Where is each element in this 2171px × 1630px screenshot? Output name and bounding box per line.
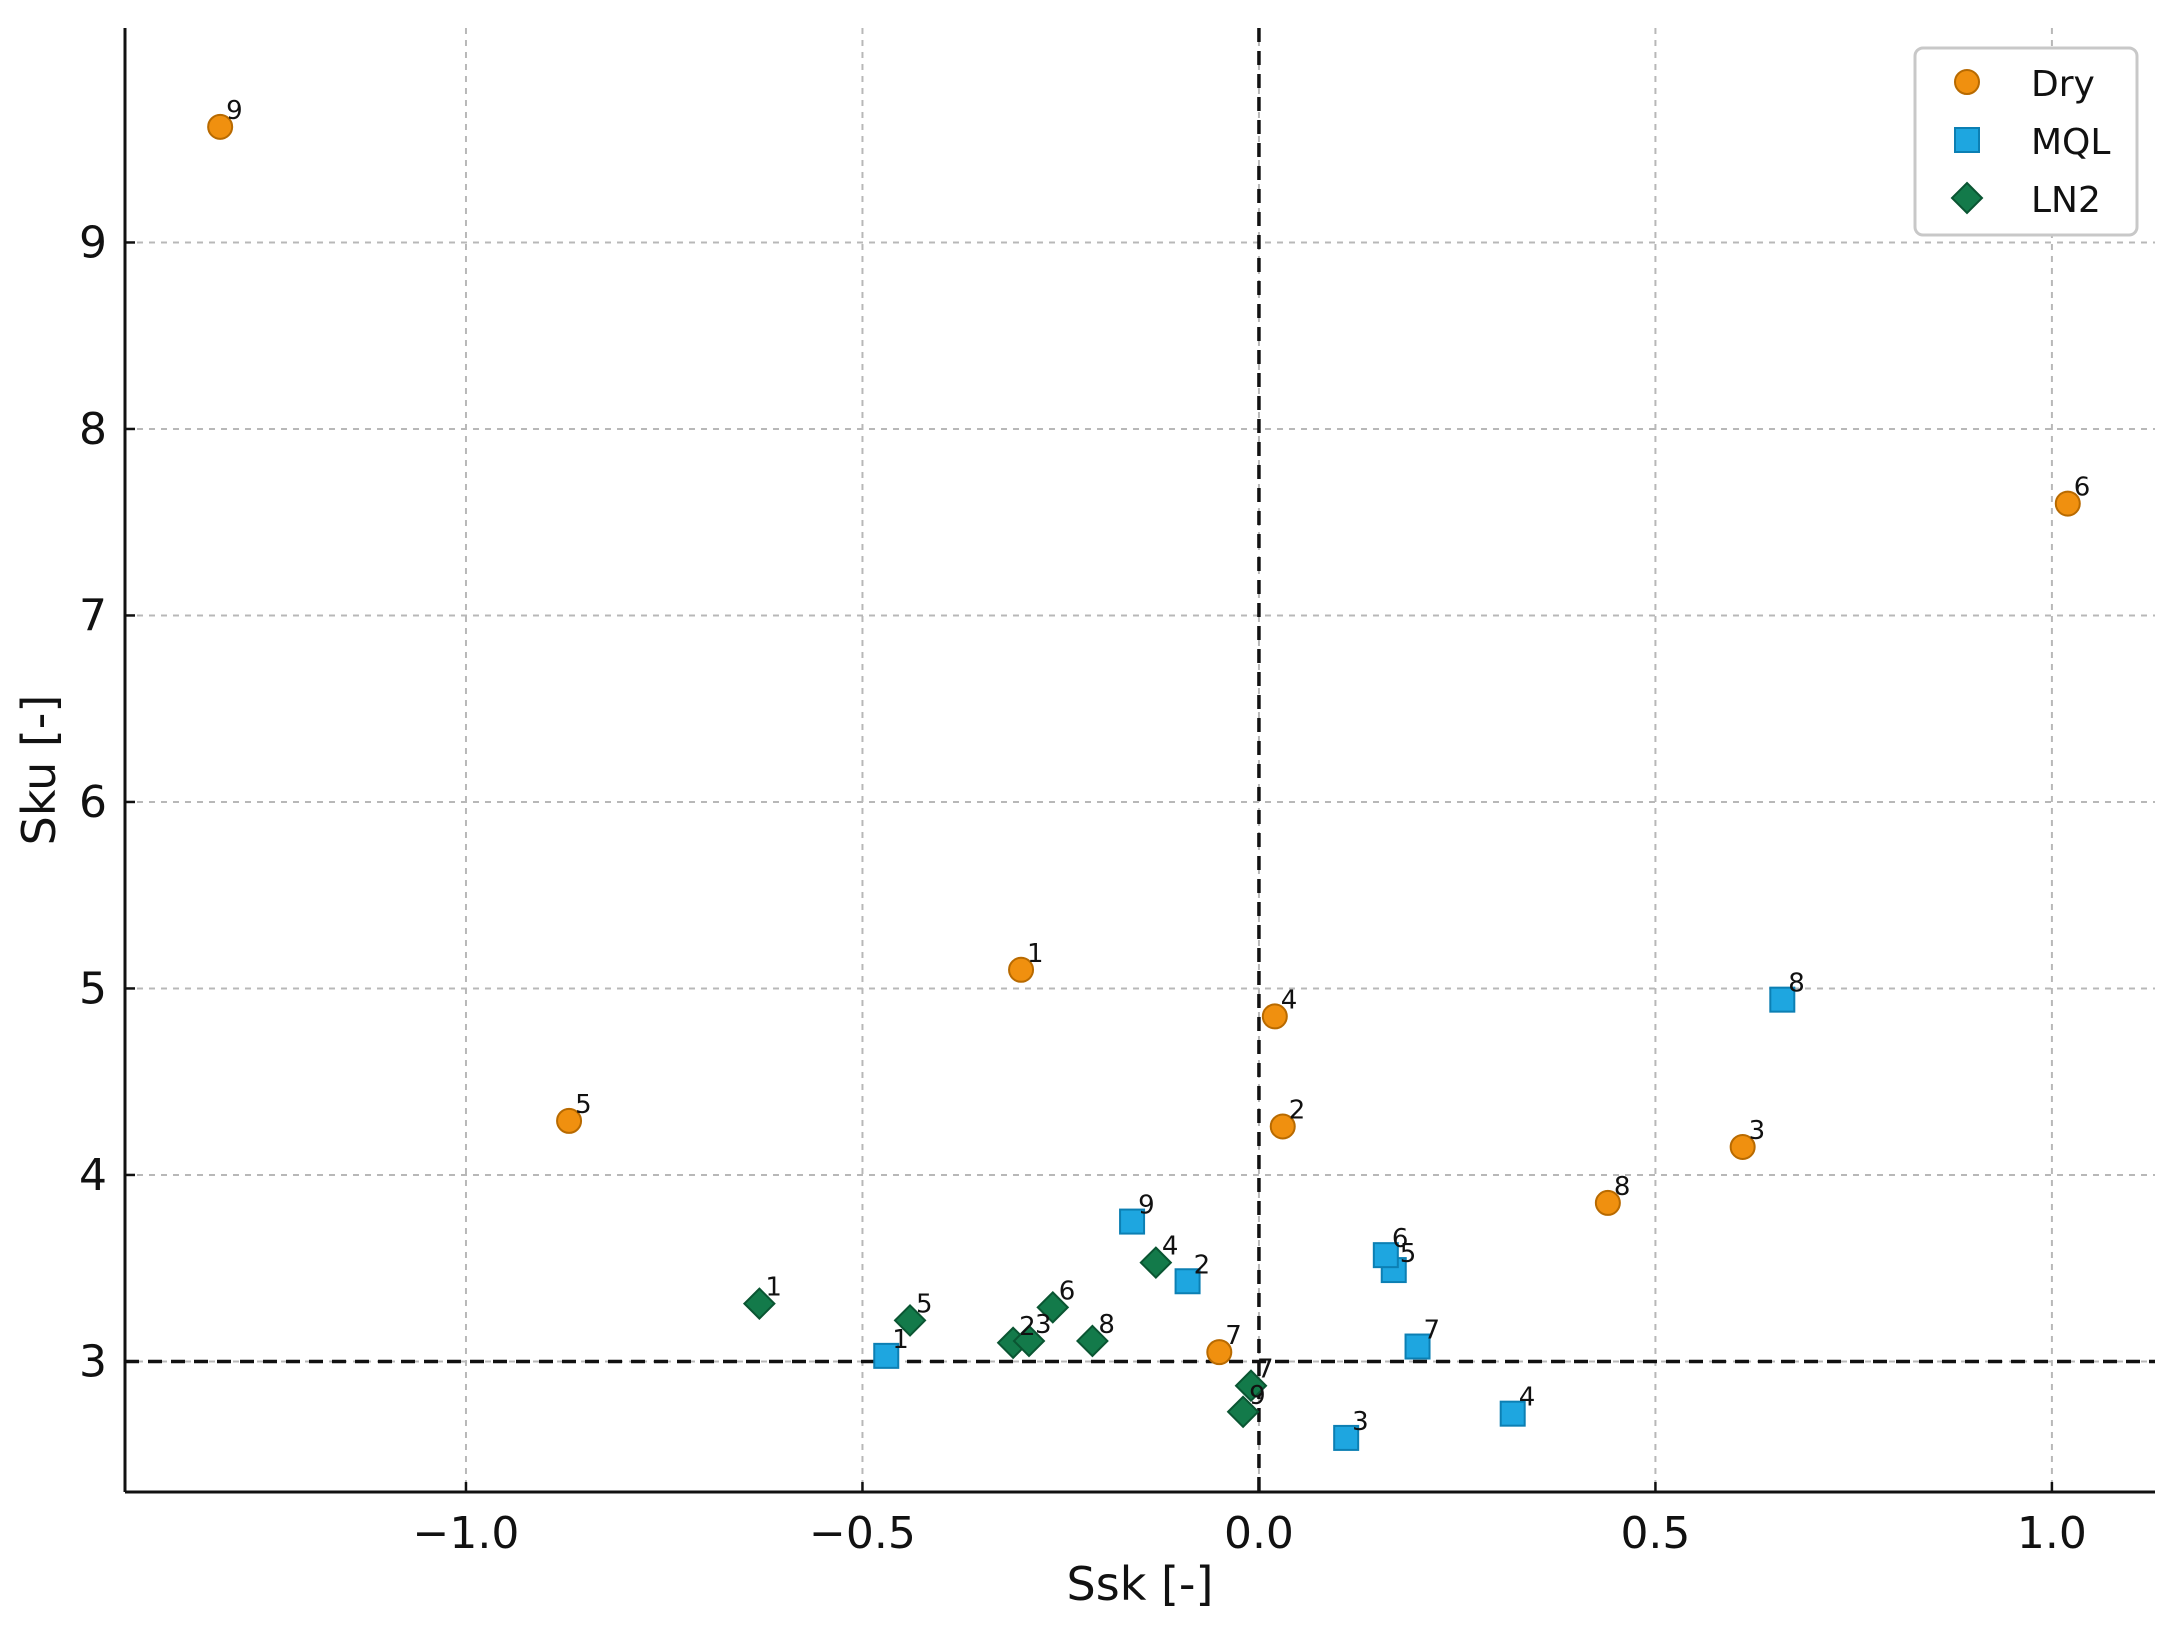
y-tick-label: 6 <box>79 777 107 828</box>
dry-point-label: 5 <box>575 1090 592 1120</box>
y-tick-label: 7 <box>79 590 107 641</box>
mql-point-label: 2 <box>1194 1250 1211 1280</box>
x-axis-label: Ssk [-] <box>1067 1557 1214 1611</box>
mql-point-label: 4 <box>1519 1383 1536 1413</box>
data-points <box>207 113 2081 1451</box>
dry-point-label: 4 <box>1281 985 1298 1015</box>
x-tick-label: −0.5 <box>809 1508 916 1559</box>
mql-point-8 <box>1769 986 1796 1013</box>
legend-label-ln2: LN2 <box>2031 180 2101 221</box>
y-tick-label: 5 <box>79 963 107 1014</box>
dry-point-label: 1 <box>1027 939 1044 969</box>
dry-point-8 <box>1594 1189 1621 1216</box>
mql-point-6 <box>1372 1242 1399 1269</box>
legend: Dry MQL LN2 <box>1913 46 2139 237</box>
x-tick-label: 0.0 <box>1224 1508 1294 1559</box>
mql-point-9 <box>1119 1208 1146 1235</box>
legend-marker-mql <box>1954 127 1980 153</box>
ln2-point-label: 8 <box>1098 1310 1115 1340</box>
dry-point-2 <box>1269 1113 1296 1140</box>
dry-point-6 <box>2054 490 2081 517</box>
y-axis-label: Sku [-] <box>12 695 66 846</box>
ln2-point-5 <box>893 1304 927 1337</box>
mql-point-label: 3 <box>1352 1407 1369 1437</box>
ln2-point-label: 6 <box>1059 1276 1076 1306</box>
mql-point-label: 8 <box>1788 969 1805 999</box>
mql-point-label: 9 <box>1138 1191 1155 1221</box>
dry-point-7 <box>1206 1339 1233 1366</box>
x-tick-label: 1.0 <box>2017 1508 2087 1559</box>
reference-lines <box>125 28 2155 1492</box>
ln2-point-label: 2 <box>1019 1312 1036 1342</box>
ln2-point-label: 9 <box>1249 1381 1266 1411</box>
grid-lines <box>125 28 2155 1492</box>
y-tick-label: 4 <box>79 1150 107 1201</box>
y-tick-label: 9 <box>79 217 107 268</box>
dry-point-5 <box>556 1107 583 1134</box>
dry-point-label: 6 <box>2074 473 2091 503</box>
dry-point-9 <box>207 113 234 140</box>
dry-point-label: 9 <box>226 96 243 126</box>
ln2-point-7 <box>1234 1369 1268 1403</box>
ln2-point-4 <box>1139 1246 1173 1280</box>
y-tick-label: 8 <box>79 404 107 455</box>
mql-point-3 <box>1333 1424 1360 1451</box>
mql-point-1 <box>873 1342 900 1369</box>
dry-point-label: 8 <box>1614 1172 1631 1202</box>
mql-point-label: 6 <box>1392 1224 1409 1254</box>
dry-point-label: 2 <box>1289 1095 1306 1125</box>
legend-label-mql: MQL <box>2031 122 2110 163</box>
ln2-point-label: 5 <box>916 1289 933 1319</box>
ln2-point-label: 1 <box>765 1273 782 1303</box>
x-tick-label: −1.0 <box>413 1508 520 1559</box>
legend-marker-dry <box>1954 69 1980 95</box>
ln2-point-6 <box>1036 1290 1070 1324</box>
ln2-point-label: 3 <box>1035 1310 1052 1340</box>
mql-point-2 <box>1174 1268 1201 1295</box>
mql-point-4 <box>1499 1400 1526 1427</box>
mql-point-7 <box>1404 1333 1431 1360</box>
x-tick-label: 0.5 <box>1620 1508 1690 1559</box>
ln2-point-label: 7 <box>1257 1355 1274 1385</box>
legend-marker-ln2 <box>1950 181 1984 215</box>
y-tick-label: 3 <box>79 1336 107 1387</box>
dry-point-3 <box>1729 1133 1756 1160</box>
ln2-point-3 <box>1012 1324 1046 1358</box>
dry-point-1 <box>1008 956 1035 983</box>
dry-point-label: 3 <box>1749 1116 1766 1146</box>
ln2-point-8 <box>1076 1324 1109 1358</box>
legend-label-dry: Dry <box>2031 64 2095 105</box>
dry-point-4 <box>1261 1003 1288 1030</box>
ln2-point-label: 4 <box>1162 1232 1179 1262</box>
dry-point-label: 7 <box>1225 1321 1242 1351</box>
ln2-point-1 <box>742 1287 776 1321</box>
mql-point-label: 5 <box>1400 1239 1417 1269</box>
ln2-point-9 <box>1226 1395 1260 1429</box>
mql-point-label: 1 <box>892 1325 909 1355</box>
mql-point-label: 7 <box>1424 1316 1441 1346</box>
